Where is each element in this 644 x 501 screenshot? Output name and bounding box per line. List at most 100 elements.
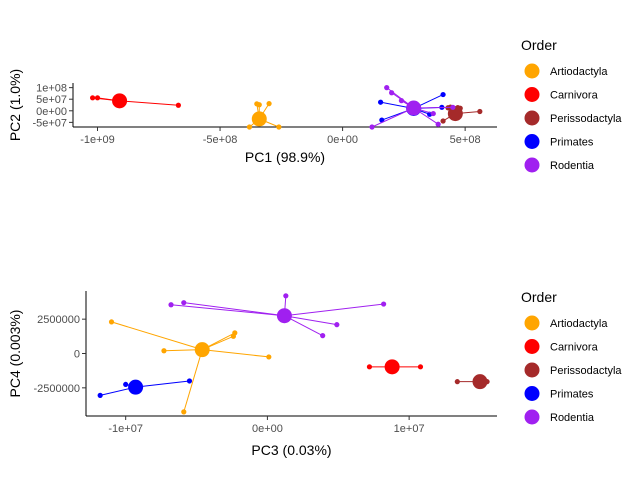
series-artiodactyla — [108, 319, 272, 415]
data-point — [181, 300, 187, 306]
series-carnivora — [90, 93, 181, 109]
legend-label: Carnivora — [550, 90, 599, 102]
centroid-point — [128, 379, 144, 395]
centroid-point — [112, 93, 128, 109]
data-point — [440, 91, 446, 98]
data-point — [181, 409, 187, 415]
x-tick-label: 1e+07 — [394, 423, 425, 435]
data-point — [454, 379, 460, 385]
legend-key — [524, 134, 540, 149]
x-tick-label: -1e+09 — [80, 134, 115, 146]
data-point — [230, 333, 236, 339]
data-point — [283, 293, 289, 299]
y-tick-label: 2500000 — [37, 314, 80, 326]
x-axis-title: PC3 (0.03%) — [251, 442, 331, 458]
legend-title: Order — [521, 37, 557, 53]
series-artiodactyla — [246, 101, 282, 130]
centroid-point — [276, 308, 292, 324]
legend-label: Perissodactyla — [550, 113, 622, 125]
spoke-line — [284, 303, 384, 317]
spoke-line — [371, 107, 414, 128]
legend-label: Primates — [550, 137, 594, 149]
data-point — [334, 322, 340, 328]
legend-label: Rodentia — [550, 412, 595, 424]
y-tick-label: 0 — [74, 349, 80, 361]
centroid-point — [472, 374, 488, 390]
centroid-point — [447, 106, 463, 122]
x-axis-title: PC1 (98.9%) — [245, 149, 325, 165]
y-axis-title: PC2 (1.0%) — [7, 69, 23, 141]
data-point — [254, 101, 260, 107]
data-point — [384, 85, 390, 91]
legend-key — [524, 157, 540, 173]
series-rodentia — [168, 293, 387, 339]
legend-label: Perissodactyla — [550, 365, 622, 377]
x-tick-label: 0e+00 — [327, 134, 358, 146]
spoke-line — [183, 349, 203, 413]
data-point — [320, 333, 326, 339]
legend-label: Primates — [550, 389, 594, 401]
data-point — [381, 301, 387, 307]
data-point — [94, 95, 101, 101]
data-point — [175, 102, 181, 108]
data-point — [435, 121, 441, 127]
legend-key — [524, 63, 540, 79]
data-point — [377, 99, 384, 105]
spoke-line — [284, 315, 337, 326]
legend-label: Carnivora — [550, 342, 599, 354]
data-point — [108, 319, 115, 325]
data-point — [266, 101, 272, 107]
centroid-point — [194, 342, 210, 358]
spoke-line — [135, 380, 190, 388]
series-perissodactyla — [454, 374, 490, 390]
data-point — [168, 302, 174, 308]
data-point — [246, 124, 253, 130]
y-tick-label: 0e+00 — [36, 106, 67, 118]
spoke-line — [183, 302, 285, 317]
data-point — [161, 348, 167, 354]
data-point — [266, 354, 272, 360]
legend-key — [524, 386, 540, 401]
data-point — [430, 110, 436, 117]
legend-key — [524, 87, 540, 102]
data-point — [417, 364, 424, 370]
legend-key — [524, 339, 540, 354]
legend: Order Artiodactyla Carnivora Perissodactyla… — [521, 289, 622, 425]
spoke-line — [119, 100, 179, 106]
legend-key — [524, 110, 540, 126]
legend-label: Artiodactyla — [550, 318, 608, 330]
x-tick-label: 5e+08 — [450, 134, 481, 146]
legend: Order Artiodactyla Carnivora Perissodactyla… — [521, 37, 622, 173]
data-point — [369, 124, 375, 130]
x-tick-label: 0e+00 — [252, 423, 283, 435]
series-primates — [97, 378, 193, 398]
data-point — [97, 392, 103, 398]
x-tick-label: -5e+08 — [203, 134, 238, 146]
legend-label: Rodentia — [550, 160, 595, 172]
y-tick-label: 1e+08 — [36, 83, 67, 95]
series-perissodactyla — [440, 104, 483, 124]
x-tick-label: -1e+07 — [108, 423, 143, 435]
series-rodentia — [369, 85, 456, 130]
data-point — [389, 90, 395, 96]
y-tick-label: -5e+07 — [32, 117, 67, 129]
chart-panel-1: -1e+09 -5e+08 0e+00 5e+08-5e+070e+005e+071e… — [7, 37, 622, 173]
data-point — [90, 95, 96, 101]
series-carnivora — [366, 359, 424, 375]
data-point — [450, 104, 456, 110]
centroid-point — [384, 359, 400, 375]
y-axis-title: PC4 (0.003%) — [7, 310, 23, 398]
data-point — [366, 364, 373, 370]
spoke-line — [202, 349, 269, 358]
legend-label: Artiodactyla — [550, 66, 608, 78]
data-point — [440, 118, 446, 124]
centroid-point — [406, 100, 422, 116]
legend-key — [524, 362, 540, 378]
data-point — [379, 117, 385, 123]
data-point — [276, 124, 282, 130]
y-tick-label: -2500000 — [34, 383, 81, 395]
legend-title: Order — [521, 289, 557, 305]
data-point — [398, 98, 405, 104]
data-point — [477, 108, 483, 115]
